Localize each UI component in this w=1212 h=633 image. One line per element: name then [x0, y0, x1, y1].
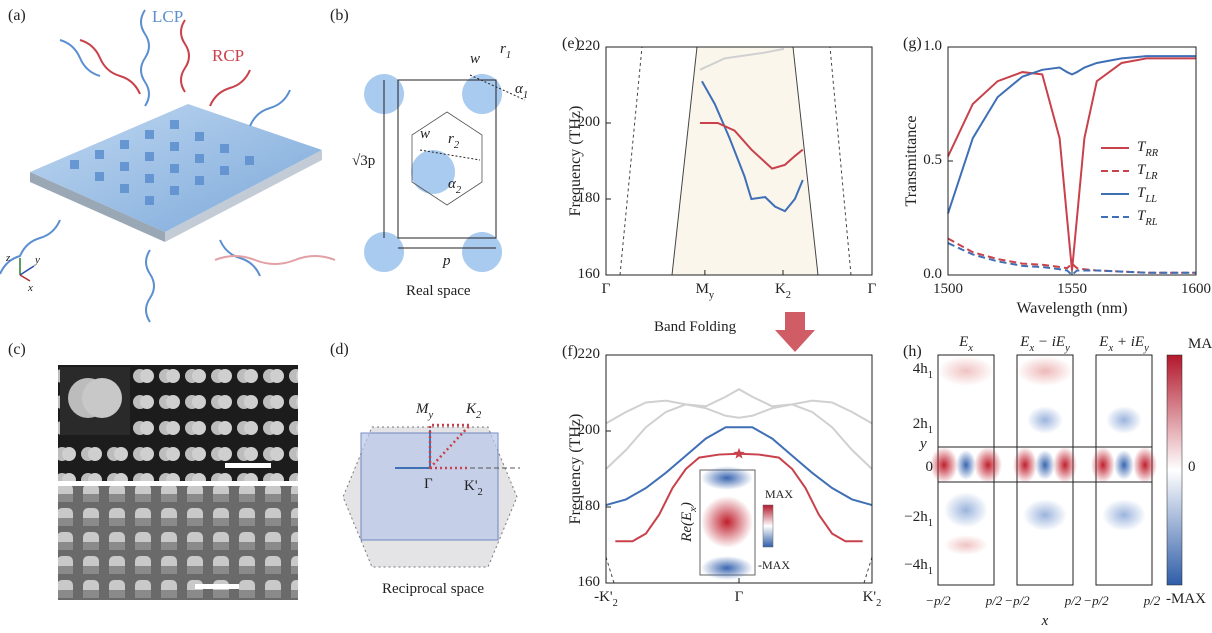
y-tick-label: 220: [578, 346, 601, 362]
field-map: [1091, 355, 1157, 585]
map-x-tick: p/2: [1064, 593, 1082, 608]
map-x-tick: p/2: [1143, 593, 1161, 608]
y-axis-label: Frequency (THz): [567, 106, 584, 217]
panel-label: (d): [330, 341, 349, 358]
dim-label: p: [442, 253, 451, 269]
figure: (a) (b) (c) (d) (e) (f) (g) (h) LCP RCP …: [0, 0, 1212, 633]
point-label: K2: [465, 401, 482, 420]
dim-label: w: [470, 51, 480, 67]
panel-label: (a): [8, 7, 26, 24]
map-x-tick: −p/2: [1004, 593, 1030, 608]
inset-max: MAX: [765, 487, 793, 501]
panel-label: (f): [562, 343, 578, 360]
inset-spot: [701, 466, 753, 490]
colorbar-label: -MAX: [1166, 591, 1206, 607]
inset-label: Re(Ex): [679, 502, 698, 543]
map-title: Ex − iEy: [1019, 334, 1070, 353]
rcp-label: RCP: [212, 46, 244, 65]
inset-spot: [701, 496, 753, 548]
panel-label: (h): [903, 343, 922, 360]
y-tick-label: 1.0: [923, 38, 942, 54]
lcp-label: LCP: [152, 7, 183, 26]
inset-min: -MAX: [758, 558, 790, 572]
field-maps: Ex Ex − iEy Ex + iEy 4h1 2h1 0 −2h1 −4h1…: [904, 334, 1212, 629]
legend-label: TRL: [1137, 208, 1158, 227]
dim-label: r2: [448, 131, 460, 150]
y-axis-label: Transmittance: [903, 116, 920, 207]
y-tick-label: 0.0: [923, 266, 942, 282]
legend-label: TLR: [1137, 162, 1158, 181]
y-tick-label: 220: [578, 38, 601, 54]
map-x-label: x: [1041, 613, 1049, 629]
field-map: [1013, 355, 1077, 585]
map-title: Ex + iEy: [1098, 334, 1149, 353]
x-tick-label: Γ: [735, 589, 744, 605]
x-tick-label: Γ: [602, 281, 611, 297]
x-tick-label: My: [696, 281, 715, 300]
series-line: [606, 404, 872, 469]
map-y-tick: 4h1: [913, 361, 933, 380]
x-tick-label: 1550: [1057, 281, 1087, 297]
x-tick-label: 1500: [933, 281, 963, 297]
field-inset: MAX -MAX Re(Ex): [679, 466, 793, 580]
colorbar-label: MAX: [1188, 336, 1212, 352]
caption: Reciprocal space: [382, 581, 484, 597]
point-label: Γ: [424, 476, 433, 492]
y-tick-label: 0.5: [923, 152, 942, 168]
panel-label: (g): [903, 35, 922, 52]
x-tick-label: K'2: [863, 589, 882, 608]
panel-label: (b): [330, 7, 349, 24]
map-x-tick: −p/2: [1083, 593, 1109, 608]
colorbar-label: 0: [1188, 459, 1196, 475]
band-folding-label: Band Folding: [654, 319, 737, 335]
map-x-tick: −p/2: [925, 593, 951, 608]
inset-colorbar: [763, 505, 773, 547]
dim-label: w: [420, 126, 430, 142]
point-label: My: [415, 401, 434, 420]
map-x-tick: p/2: [985, 593, 1003, 608]
plot-frame: [948, 47, 1196, 275]
map-y-tick: 2h1: [913, 416, 933, 435]
y-axis-label: Frequency (THz): [567, 414, 584, 525]
y-tick-label: 160: [578, 574, 601, 590]
chart: 0.0 0.5 1.0 1500 1550 1600 Transmittance Wavele…: [903, 38, 1211, 316]
metasurface-illustration: LCP RCP z y x: [0, 7, 335, 322]
axis-label: x: [27, 282, 33, 294]
axis-label: z: [5, 252, 11, 264]
dim-label: α2: [448, 176, 462, 195]
legend-label: TRR: [1137, 139, 1159, 158]
map-title: Ex: [958, 334, 973, 353]
map-y-label: y: [918, 436, 927, 452]
star-marker: [733, 448, 744, 459]
brillouin-zone: My K2 Γ K'2 Reciprocal space: [343, 401, 520, 597]
map-y-tick: −4h1: [904, 557, 933, 576]
map-y-tick: 0: [926, 459, 934, 475]
band-folding: Band Folding: [654, 312, 815, 352]
map-y-tick: −2h1: [904, 509, 933, 528]
x-tick-label: K2: [775, 281, 791, 300]
legend-label: TLL: [1137, 185, 1157, 204]
series-line: [948, 56, 1196, 213]
x-tick-label: 1600: [1181, 281, 1211, 297]
inset-spot: [701, 556, 753, 580]
caption: Real space: [406, 283, 471, 299]
unit-cell: w r1 α1 w r2 α2 √3p p Real space: [352, 41, 528, 299]
x-axis-label: Wavelength (nm): [1016, 300, 1127, 317]
y-tick-label: 160: [578, 266, 601, 282]
axis-label: y: [34, 254, 40, 266]
x-tick-label: -K'2: [594, 589, 618, 608]
series-line: [948, 58, 1196, 270]
sem-images: [58, 365, 298, 600]
dim-label: √3p: [352, 153, 375, 169]
dim-label: r1: [500, 41, 511, 60]
x-tick-label: Γ: [868, 281, 877, 297]
field-map: [930, 355, 1002, 585]
panel-label: (c): [8, 341, 26, 358]
